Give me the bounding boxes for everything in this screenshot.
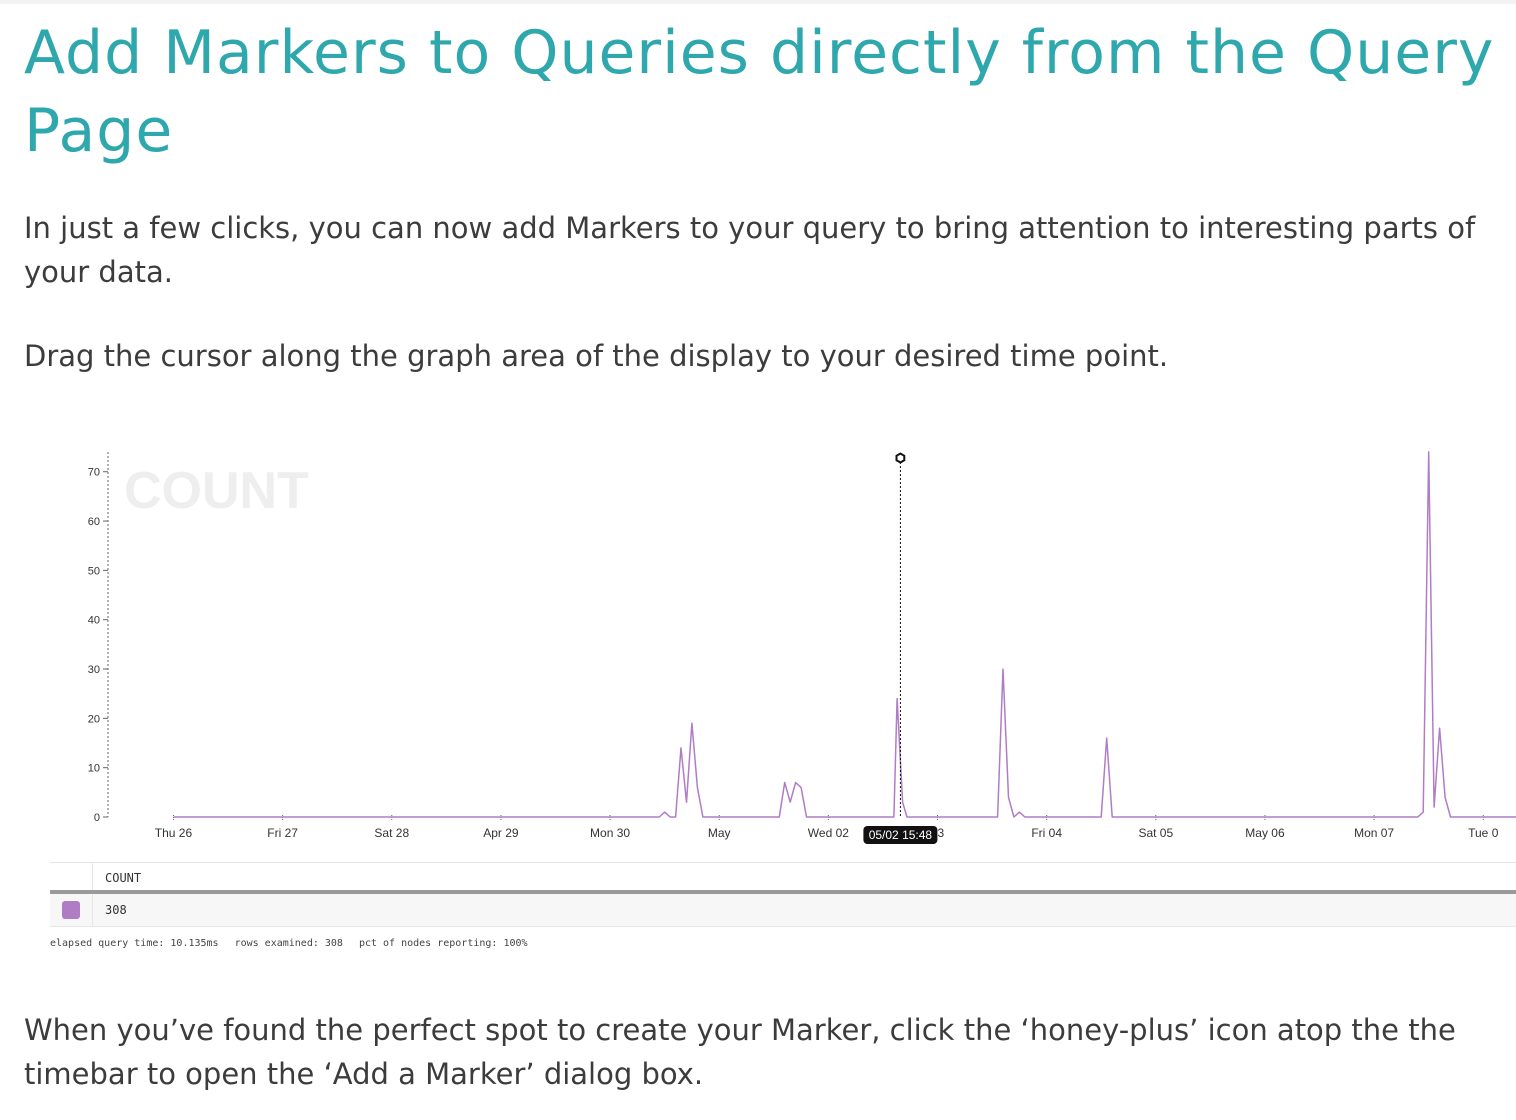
honey-plus-icon[interactable]: [895, 452, 906, 464]
x-tick-label: Mon 07: [1354, 826, 1394, 840]
drag-instruction: Drag the cursor along the graph area of …: [24, 339, 1169, 373]
y-tick-label: 60: [88, 516, 100, 528]
y-tick-label: 70: [88, 467, 100, 479]
x-tick-label: May: [708, 826, 731, 840]
x-tick-label: Apr 29: [483, 826, 519, 840]
series-swatch[interactable]: [62, 901, 80, 919]
top-bar: [0, 0, 1516, 4]
x-tick-label: Fri 04: [1031, 826, 1062, 840]
y-tick-label: 40: [88, 615, 100, 627]
y-tick-label: 0: [94, 812, 100, 824]
x-tick-label: Sat 05: [1138, 826, 1173, 840]
query-graph[interactable]: COUNT 0 10 20 30 40 50 60 70 Thu 26 Fri 27 Sat 28 Ap…: [50, 430, 1516, 850]
article-title: Add Markers to Queries directly from the…: [24, 18, 1495, 166]
x-tick-label: Sat 28: [374, 826, 409, 840]
results-table-header: COUNT: [50, 862, 1516, 891]
x-tick-label: May 06: [1245, 826, 1285, 840]
x-tick-label: Mon 30: [590, 826, 630, 840]
cursor-time-label: 05/02 15:48: [869, 828, 933, 842]
x-tick-label: Wed 02: [808, 826, 849, 840]
results-table-divider: [50, 890, 1516, 894]
x-tick-label: Fri 27: [267, 826, 298, 840]
query-stats: elapsed query time: 10.135ms rows examine…: [50, 938, 544, 949]
y-tick-label: 10: [88, 763, 100, 775]
elapsed-time: elapsed query time: 10.135ms: [50, 938, 219, 949]
results-column-header[interactable]: COUNT: [105, 871, 142, 885]
nodes-reporting: pct of nodes reporting: 100%: [358, 938, 528, 949]
table-row[interactable]: 308: [50, 894, 1516, 927]
count-value: 308: [105, 903, 127, 917]
cursor-time-badge: [863, 826, 938, 844]
results-table: COUNT 308: [50, 862, 1516, 927]
x-tick-label: Tue 0: [1468, 826, 1499, 840]
chart-title-watermark: COUNT: [124, 462, 309, 520]
y-tick-label: 30: [88, 664, 100, 676]
series-line: [173, 451, 1516, 818]
outro-paragraph: When you’ve found the perfect spot to cr…: [24, 1013, 1456, 1091]
x-tick-label: Thu 26: [155, 826, 193, 840]
y-tick-label: 20: [88, 713, 100, 725]
intro-paragraph: In just a few clicks, you can now add Ma…: [24, 211, 1476, 289]
y-tick-label: 50: [88, 565, 100, 577]
rows-examined: rows examined: 308: [234, 938, 343, 949]
